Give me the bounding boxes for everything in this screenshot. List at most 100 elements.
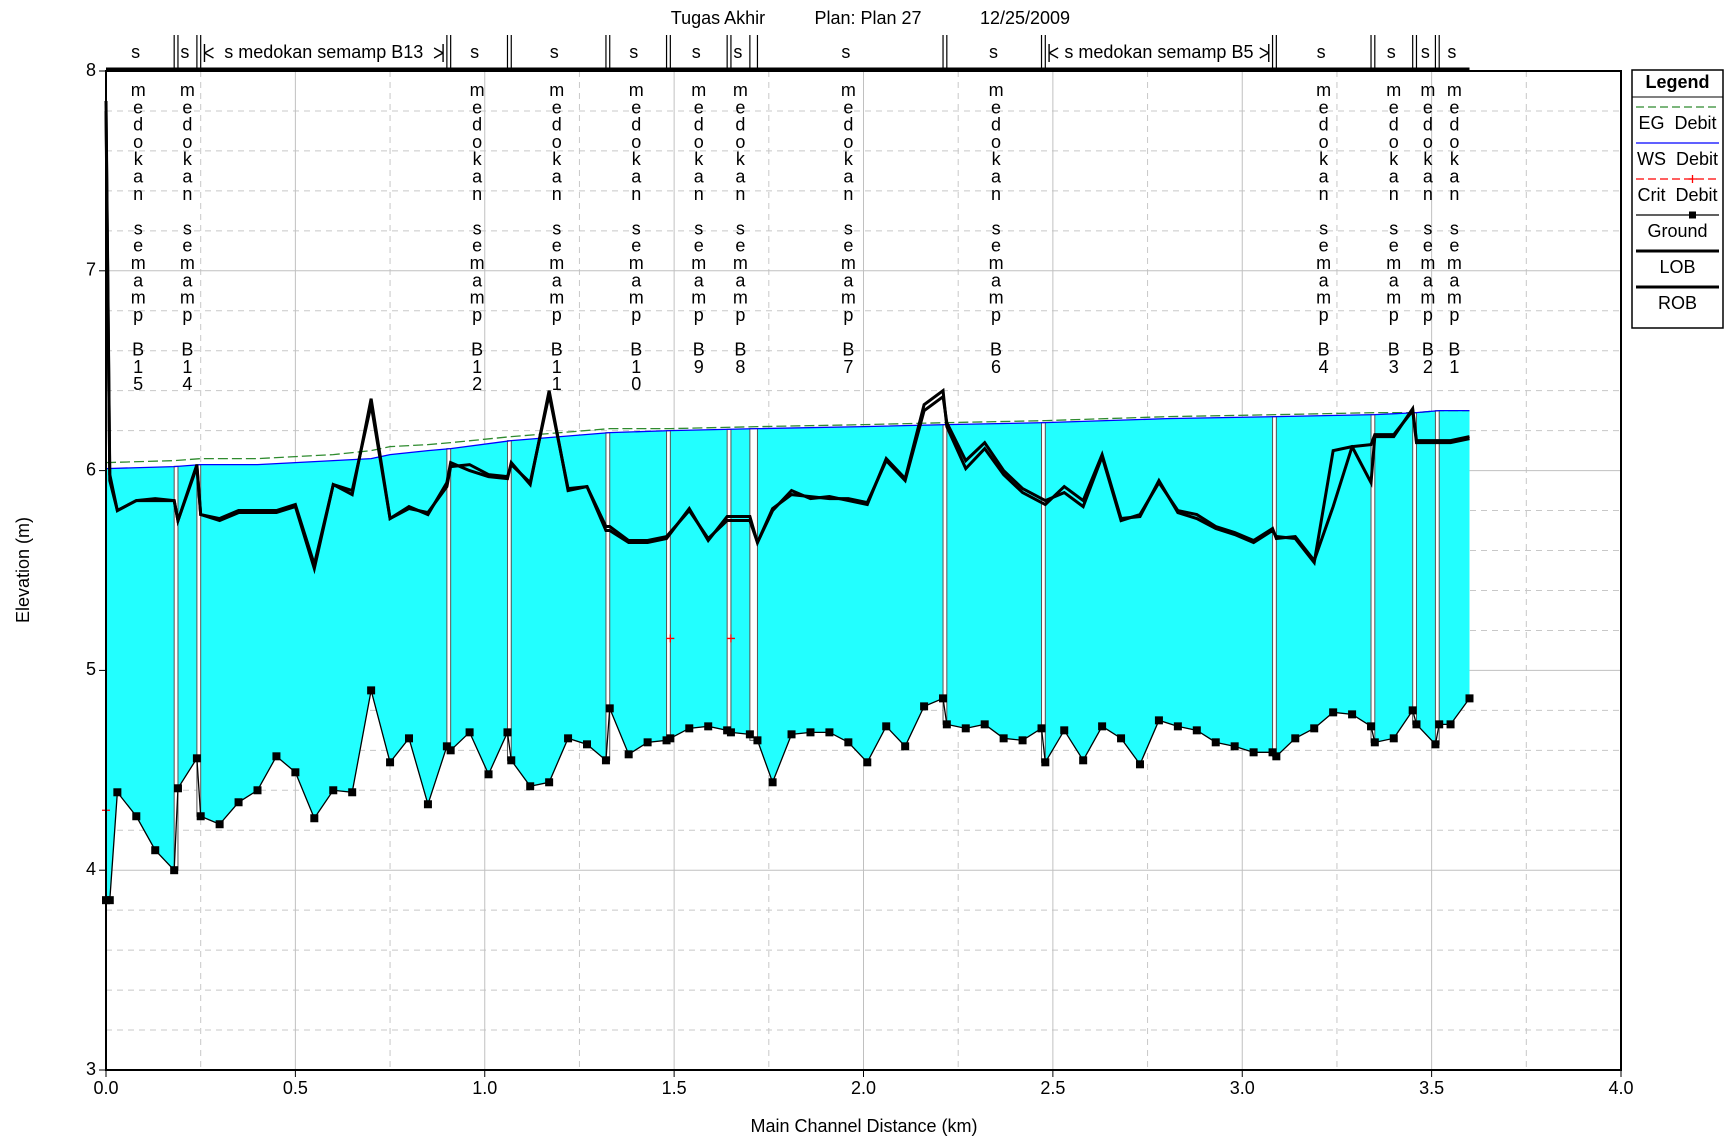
y-tick-label: 4 (86, 859, 96, 879)
ground-marker (1408, 706, 1417, 715)
legend-label: EG Debit (1638, 113, 1716, 133)
ground-marker (526, 782, 535, 791)
x-tick-label: 2.0 (851, 1078, 876, 1098)
legend-label: ROB (1658, 293, 1697, 313)
y-tick-label: 6 (86, 459, 96, 479)
crit-marker (726, 634, 735, 643)
ground-marker (704, 722, 713, 731)
ground-marker (1465, 694, 1474, 703)
ground-marker (605, 704, 614, 713)
series-line (105, 410, 1470, 464)
y-tick-label: 7 (86, 260, 96, 280)
ground-marker (173, 784, 182, 793)
ground-marker (1431, 740, 1440, 749)
structure (666, 430, 671, 741)
ground-marker (601, 756, 610, 765)
ground-marker (999, 734, 1008, 743)
structure (1434, 410, 1440, 745)
ground-marker (768, 778, 777, 787)
ground-marker (1041, 758, 1050, 767)
series-line (105, 410, 1470, 470)
ground-marker (1310, 724, 1319, 733)
structure (506, 440, 512, 761)
structure (749, 428, 758, 741)
ground-marker (844, 738, 853, 747)
x-tick-label: 3.5 (1419, 1078, 1444, 1098)
x-tick-label: 1.5 (662, 1078, 687, 1098)
ground-marker (1389, 734, 1398, 743)
legend-label: Crit Debit (1637, 185, 1717, 205)
ground-marker (170, 866, 179, 875)
ground-marker (132, 812, 141, 821)
ground-marker (1117, 734, 1126, 743)
ground-marker (113, 788, 122, 797)
ground-marker (405, 734, 413, 743)
chart-subtitle: Plan: Plan 27 (814, 8, 921, 28)
ground-marker (1192, 726, 1201, 735)
ground-marker (1249, 748, 1258, 757)
ground-marker (753, 736, 762, 745)
ground-marker (1154, 716, 1163, 725)
ground-marker (1435, 720, 1444, 729)
x-tick-label: 1.0 (472, 1078, 497, 1098)
span-arrow (1048, 44, 1270, 62)
y-tick-label: 5 (86, 659, 96, 679)
ground-marker (942, 720, 951, 729)
ground-marker (1211, 738, 1220, 747)
ground-marker (939, 694, 948, 703)
ground-marker (1367, 722, 1376, 731)
ground-marker (787, 730, 796, 739)
ground-marker (310, 814, 319, 823)
chart-date: 12/25/2009 (980, 8, 1070, 28)
ground-marker (1018, 736, 1027, 745)
ground-marker (465, 728, 474, 737)
chart-title: Tugas Akhir (671, 8, 765, 28)
structure (942, 424, 948, 725)
x-tick-label: 3.0 (1230, 1078, 1255, 1098)
legend-label: LOB (1659, 257, 1695, 277)
ground-marker (503, 728, 512, 737)
ground-marker (348, 788, 357, 797)
ground-marker (882, 722, 891, 731)
ground-marker (961, 724, 970, 733)
y-tick-label: 3 (86, 1059, 96, 1079)
ground-marker (980, 720, 989, 729)
ground-marker (1037, 724, 1046, 733)
structure-label: s medokan semamp B13 (224, 42, 423, 62)
structure (726, 428, 732, 733)
structure (446, 448, 452, 751)
ground-marker (1173, 722, 1182, 731)
x-tick-label: 4.0 (1608, 1078, 1633, 1098)
ground-marker (726, 728, 735, 737)
structure (1272, 416, 1277, 757)
ground-marker (196, 812, 205, 821)
series-line (104, 110, 1470, 571)
ground-marker (446, 746, 455, 755)
ground-marker (1412, 720, 1421, 729)
ground-marker (484, 770, 493, 779)
plot-frame (105, 70, 1622, 1071)
ground-marker (215, 820, 224, 829)
ground-marker (1079, 756, 1088, 765)
span-arrow (203, 44, 444, 62)
structure-label: s medokan semamp B5 (1064, 42, 1253, 62)
ground-marker (806, 728, 815, 737)
x-tick-label: 0.0 (93, 1078, 118, 1098)
legend-marker (1689, 211, 1696, 219)
ground-marker (291, 768, 300, 777)
x-tick-label: 0.5 (283, 1078, 308, 1098)
structure (1412, 412, 1417, 725)
